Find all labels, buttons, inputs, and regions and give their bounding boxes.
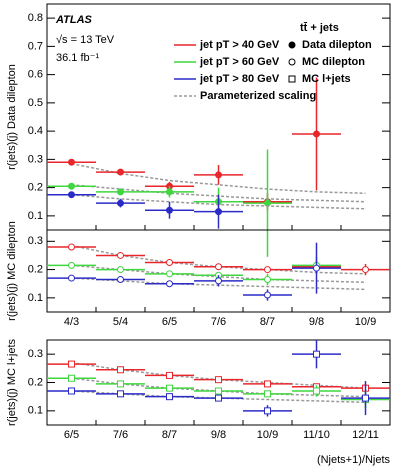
- y-tick-label: 0.1: [28, 210, 43, 222]
- marker: [166, 206, 173, 214]
- marker: [313, 130, 320, 138]
- legend-marker: [288, 75, 296, 83]
- y-tick-label: 0.2: [28, 376, 43, 388]
- marker: [117, 251, 124, 259]
- marker: [68, 243, 75, 251]
- lumi-label: 36.1 fb⁻¹: [56, 52, 99, 64]
- x-tick-label: 9/8: [309, 316, 324, 328]
- marker: [264, 291, 271, 299]
- marker: [264, 407, 271, 415]
- marker: [215, 208, 222, 216]
- fit-line: [71, 162, 366, 195]
- x-tick-label: 12/11: [352, 429, 379, 441]
- marker: [362, 266, 369, 274]
- marker: [215, 394, 222, 402]
- y-tick-label: 0.5: [28, 97, 43, 109]
- legend-marker: [288, 41, 296, 49]
- y-tick-label: 0.4: [28, 125, 43, 137]
- y-axis-label: r(jets)(j) Data dilepton: [6, 64, 18, 170]
- y-tick-label: 0.2: [28, 182, 43, 194]
- legend-marker: [288, 58, 296, 66]
- y-tick-label: 0.2: [28, 263, 43, 275]
- marker: [117, 266, 124, 274]
- atlas-label: ATLAS: [55, 14, 93, 26]
- marker: [68, 158, 75, 166]
- marker: [117, 188, 124, 196]
- marker: [117, 168, 124, 176]
- marker: [117, 199, 124, 207]
- marker: [264, 390, 271, 398]
- plot-frame: [46, 229, 391, 313]
- marker: [264, 380, 271, 388]
- marker: [68, 387, 75, 395]
- marker: [68, 374, 75, 382]
- x-tick-label: 11/10: [303, 429, 330, 441]
- legend-label: jet pT > 40 GeV: [199, 39, 280, 51]
- marker: [166, 259, 173, 267]
- marker: [215, 171, 222, 179]
- x-tick-label: 6/5: [64, 429, 79, 441]
- y-tick-label: 0.3: [28, 153, 43, 165]
- marker: [166, 280, 173, 288]
- legend-label: Data dilepton: [302, 39, 372, 51]
- marker: [166, 270, 173, 278]
- marker: [166, 188, 173, 196]
- x-tick-label: 7/6: [211, 316, 226, 328]
- y-tick-label: 0.6: [28, 69, 43, 81]
- y-axis-label: r(jets)(j) MC dilepton: [6, 221, 18, 321]
- marker: [117, 366, 124, 374]
- x-tick-label: 7/6: [113, 429, 128, 441]
- x-tick-label: 8/7: [162, 429, 177, 441]
- legend-label: jet pT > 60 GeV: [199, 56, 280, 68]
- marker: [264, 275, 271, 283]
- marker: [215, 277, 222, 285]
- x-tick-label: 6/5: [162, 316, 177, 328]
- marker: [68, 261, 75, 269]
- marker: [117, 380, 124, 388]
- x-tick-label: 5/4: [113, 316, 128, 328]
- x-tick-label: 10/9: [355, 316, 376, 328]
- marker: [68, 191, 75, 199]
- y-tick-label: 0.8: [28, 12, 43, 24]
- marker: [313, 387, 320, 395]
- marker: [166, 371, 173, 379]
- energy-label: √s = 13 TeV: [56, 34, 115, 46]
- x-tick-label: 10/9: [257, 429, 278, 441]
- marker: [264, 266, 271, 274]
- x-tick-label: 4/3: [64, 316, 79, 328]
- marker: [68, 182, 75, 190]
- legend-label: MC dilepton: [302, 56, 365, 68]
- y-tick-label: 0.7: [28, 40, 43, 52]
- marker: [313, 350, 320, 358]
- x-tick-label: 8/7: [260, 316, 275, 328]
- marker: [117, 275, 124, 283]
- legend-label: MC l+jets: [302, 73, 351, 85]
- y-tick-label: 0.3: [28, 348, 43, 360]
- x-axis-label: (Njets+1)/Njets: [317, 454, 391, 466]
- marker: [68, 360, 75, 368]
- marker: [68, 274, 75, 282]
- y-tick-label: 0.1: [28, 292, 43, 304]
- marker: [362, 394, 369, 402]
- marker: [215, 263, 222, 271]
- y-tick-label: 0.1: [28, 405, 43, 417]
- y-axis-label: r(jets)(j) MC l+jets: [6, 338, 18, 426]
- legend-title: tt̄ + jets: [300, 22, 339, 34]
- x-tick-label: 9/8: [211, 429, 226, 441]
- marker: [166, 393, 173, 401]
- marker: [215, 376, 222, 384]
- marker: [166, 384, 173, 392]
- y-tick-label: 0.3: [28, 235, 43, 247]
- marker: [117, 390, 124, 398]
- marker: [313, 264, 320, 272]
- legend-label: jet pT > 80 GeV: [199, 73, 280, 85]
- legend-label: Parameterized scaling: [200, 90, 316, 102]
- marker: [215, 387, 222, 395]
